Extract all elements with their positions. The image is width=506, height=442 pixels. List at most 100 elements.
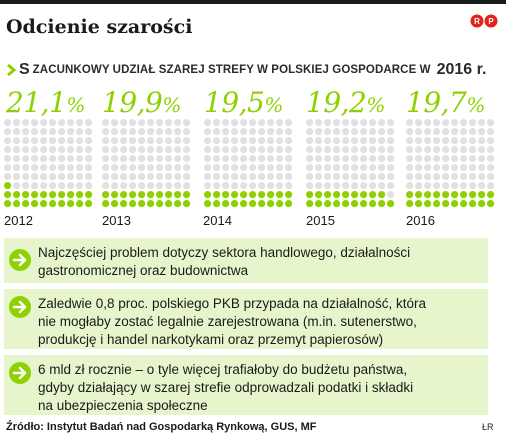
waffle-dot-empty	[451, 128, 459, 136]
waffle-dot-empty	[231, 119, 239, 127]
waffle-dot-empty	[156, 155, 164, 163]
waffle-dot-empty	[451, 173, 459, 181]
waffle-dot-empty	[76, 173, 84, 181]
waffle-dot-empty	[258, 164, 266, 172]
waffle-dot-empty	[120, 128, 128, 136]
waffle-dot-empty	[40, 119, 48, 127]
waffle-dot-filled	[315, 191, 323, 199]
waffle-dot-empty	[267, 119, 275, 127]
waffle-dot-empty	[30, 164, 39, 172]
waffle-dot-empty	[387, 137, 395, 145]
waffle-dot-empty	[111, 155, 119, 163]
svg-text:P: P	[488, 17, 494, 26]
waffle-dot-filled	[285, 191, 293, 199]
waffle-dot-empty	[415, 164, 423, 172]
note-illegal-activity: Zaledwie 0,8 proc. polskiego PKB przypad…	[4, 289, 488, 349]
waffle-dot-empty	[76, 164, 84, 172]
waffle-dot-empty	[424, 119, 432, 127]
waffle-dot-empty	[129, 164, 137, 172]
waffle-dot-filled	[333, 200, 341, 208]
value-label-2016: 19,7%	[406, 86, 485, 119]
waffle-dot-empty	[460, 173, 468, 181]
waffle-dot-filled	[156, 191, 164, 199]
waffle-dot-empty	[120, 164, 128, 172]
waffle-dot-filled	[249, 200, 257, 208]
waffle-dot-empty	[102, 155, 110, 163]
waffle-dot-empty	[102, 128, 110, 136]
waffle-dot-empty	[49, 137, 57, 145]
waffle-dot-empty	[22, 173, 30, 181]
waffle-dot-empty	[240, 119, 248, 127]
waffle-dot-empty	[424, 164, 432, 172]
waffle-dot-empty	[478, 146, 486, 154]
waffle-dot-empty	[22, 155, 30, 163]
arrow-right-icon	[9, 249, 31, 271]
waffle-dot-filled	[240, 191, 248, 199]
waffle-dot-empty	[460, 182, 468, 190]
waffle-dot-empty	[478, 137, 486, 145]
waffle-dot-empty	[387, 128, 395, 136]
waffle-2014	[204, 119, 293, 208]
waffle-dot-filled	[406, 191, 414, 199]
value-label-2012: 21,1%	[6, 86, 85, 119]
waffle-dot-filled	[138, 200, 146, 208]
waffle-dot-empty	[267, 164, 275, 172]
waffle-dot-empty	[315, 137, 323, 145]
waffle-dot-empty	[469, 173, 477, 181]
waffle-dot-filled	[147, 191, 155, 199]
waffle-dot-filled	[415, 191, 423, 199]
waffle-dot-empty	[222, 128, 230, 136]
year-label-2012: 2012	[4, 213, 33, 228]
waffle-dot-empty	[451, 164, 459, 172]
waffle-dot-filled	[129, 200, 137, 208]
rp-logo-icon: R P	[470, 14, 498, 28]
waffle-dot-empty	[369, 173, 377, 181]
waffle-dot-filled	[58, 200, 66, 208]
waffle-dot-empty	[258, 128, 266, 136]
waffle-dot-empty	[415, 173, 423, 181]
waffle-dot-empty	[351, 119, 359, 127]
waffle-dot-filled	[13, 191, 21, 199]
waffle-dot-filled	[85, 200, 93, 208]
waffle-dot-empty	[76, 137, 84, 145]
waffle-dot-empty	[213, 119, 221, 127]
waffle-dot-empty	[231, 164, 239, 172]
waffle-dot-empty	[487, 146, 495, 154]
subtitle-initial: S	[19, 61, 30, 78]
waffle-dot-filled	[67, 200, 75, 208]
waffle-dot-empty	[240, 164, 248, 172]
waffle-dot-filled	[378, 191, 386, 199]
waffle-dot-empty	[378, 137, 386, 145]
waffle-dot-empty	[129, 119, 137, 127]
waffle-dot-empty	[460, 128, 468, 136]
waffle-dot-empty	[378, 119, 386, 127]
waffle-dot-empty	[460, 119, 468, 127]
waffle-dot-filled	[333, 191, 341, 199]
waffle-dot-filled	[22, 200, 30, 208]
waffle-dot-empty	[204, 146, 212, 154]
waffle-dot-empty	[324, 146, 332, 154]
waffle-dot-empty	[102, 137, 110, 145]
waffle-dot-empty	[22, 146, 30, 154]
waffle-dot-empty	[276, 137, 284, 145]
waffle-dot-empty	[306, 155, 314, 163]
waffle-dot-empty	[222, 164, 230, 172]
waffle-dot-filled	[285, 200, 293, 208]
waffle-dot-empty	[258, 173, 266, 181]
waffle-dot-empty	[76, 146, 84, 154]
waffle-dot-filled	[342, 200, 350, 208]
waffle-dot-empty	[460, 137, 468, 145]
value-label-2013: 19,9%	[102, 86, 181, 119]
page-title: Odcienie szarości	[6, 16, 193, 38]
waffle-dot-empty	[406, 182, 414, 190]
waffle-dot-empty	[231, 155, 239, 163]
waffle-dot-empty	[147, 173, 155, 181]
waffle-dot-empty	[424, 128, 432, 136]
waffle-dot-filled	[183, 200, 191, 208]
waffle-chart	[4, 119, 495, 208]
waffle-dot-empty	[4, 155, 12, 163]
waffle-dot-empty	[387, 191, 395, 199]
waffle-dot-empty	[204, 182, 212, 190]
waffle-dot-empty	[30, 155, 39, 163]
waffle-dot-empty	[40, 128, 48, 136]
